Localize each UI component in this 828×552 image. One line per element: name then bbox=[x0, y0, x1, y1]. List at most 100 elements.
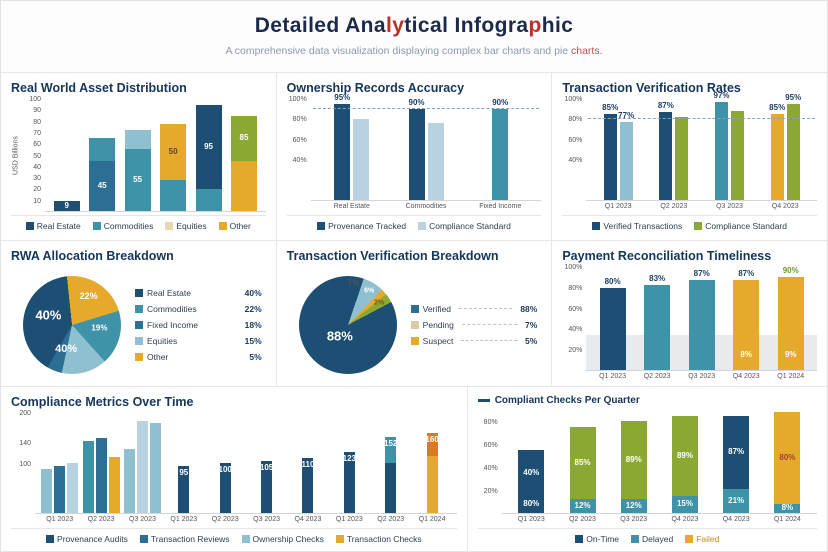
y-axis: 100% 80% 60% 40% bbox=[287, 96, 311, 201]
y-tick: 20 bbox=[33, 186, 41, 194]
legend-label: Provenance Tracked bbox=[328, 221, 407, 231]
legend-swatch bbox=[694, 222, 703, 230]
plot-area: 80% 83% 87% 8% 87% 9% 90% bbox=[586, 266, 818, 371]
bar-segment bbox=[603, 114, 617, 200]
bar: 9 bbox=[53, 200, 80, 211]
bar-wrap bbox=[82, 413, 94, 513]
bar: 12% 85% bbox=[569, 427, 596, 513]
legend-item: Equities bbox=[165, 221, 207, 231]
x-axis-label: Q2 2023 bbox=[569, 516, 596, 523]
bar bbox=[95, 438, 107, 513]
bar-wrap: 8% 80% bbox=[774, 410, 801, 513]
segment-label: 87% bbox=[728, 447, 745, 457]
legend-item: Provenance Audits bbox=[46, 534, 128, 544]
legend-value: 7% bbox=[525, 319, 538, 330]
bar-segment: 9 bbox=[53, 200, 80, 211]
asset-distribution-legend: Real Estate Commodities Equities Other bbox=[11, 215, 266, 236]
bar-wrap: 15% 89% bbox=[671, 410, 698, 513]
legend-swatch bbox=[135, 288, 143, 297]
bar-value-label: 95% bbox=[785, 93, 802, 103]
pie-slice-label: 7% bbox=[347, 278, 360, 288]
bar bbox=[123, 449, 135, 513]
y-tick: 20% bbox=[568, 347, 583, 355]
payment-timeliness-bar-chart: 100% 80% 60% 40% 20% 80% 83% 87% 8% 87% 9% 90% Q1 20… bbox=[562, 264, 818, 382]
bar-wrap: 85 bbox=[230, 99, 257, 211]
segment-label: 50 bbox=[168, 146, 178, 156]
y-tick: 80% bbox=[568, 116, 583, 124]
legend-swatch bbox=[135, 352, 143, 361]
legend-item: Pending 7% bbox=[410, 319, 538, 330]
bar-segment: 85 bbox=[230, 115, 257, 161]
bar-segment bbox=[644, 284, 671, 370]
bar-group: 80% bbox=[590, 267, 635, 370]
legend-swatch bbox=[410, 336, 419, 345]
bar-wrap: 95% bbox=[785, 93, 801, 200]
bar-segment bbox=[715, 102, 729, 200]
segment-label: 89% bbox=[625, 455, 642, 465]
pie bbox=[23, 275, 121, 374]
bar-group: 87% bbox=[679, 267, 724, 370]
y-tick: 80% bbox=[568, 284, 583, 292]
bar-group: 80% 40% bbox=[506, 410, 557, 513]
panel-real-world-asset-distribution: Real World Asset Distribution USD Billio… bbox=[1, 73, 277, 240]
bar-segment bbox=[770, 114, 784, 200]
x-axis-label: Q1 2023 bbox=[335, 516, 363, 523]
legend-label: Commodities bbox=[103, 221, 154, 231]
x-axis-label: Q4 2023 bbox=[771, 203, 799, 210]
chart-title-compliance-metrics: Compliance Metrics Over Time bbox=[11, 395, 194, 409]
legend-label: Equities bbox=[176, 221, 207, 231]
bar-wrap: 55 bbox=[124, 99, 151, 211]
x-axis-label: Q4 2023 bbox=[722, 516, 750, 523]
plot-area: 95% 90% 90% bbox=[310, 93, 542, 201]
bar-segment bbox=[82, 440, 94, 513]
bar-wrap: 80% bbox=[599, 267, 626, 370]
bar-value-label: 83% bbox=[649, 273, 666, 283]
bar-segment bbox=[195, 188, 222, 211]
legend-swatch bbox=[218, 222, 227, 230]
bar-wrap: 110 bbox=[301, 413, 314, 513]
legend-item: Failed bbox=[685, 534, 719, 544]
bar bbox=[599, 287, 626, 370]
bar bbox=[136, 420, 148, 513]
bar bbox=[302, 458, 314, 513]
legend-item: Fixed Income 18% bbox=[135, 320, 262, 330]
bar-segment bbox=[149, 423, 161, 513]
bar bbox=[334, 104, 351, 200]
pie-chart: 40% 22% 19% 40% bbox=[23, 275, 121, 374]
plot-column: 85% 77% 87% 97% 85% 95% Q1 2023 Q2 2023 Q3 2023 Q… bbox=[586, 91, 818, 212]
bar-segment bbox=[124, 130, 151, 150]
bar: 15% 89% bbox=[671, 415, 698, 513]
bar-segment bbox=[302, 458, 314, 513]
y-tick: 40% bbox=[568, 157, 583, 165]
verification-rates-bar-chart: 100% 80% 60% 40% 85% 77% 87% 97% 85% 95% Q1 2023 Q2… bbox=[562, 91, 818, 212]
bar-wrap: 9 bbox=[53, 99, 80, 211]
bar-segment: 40% bbox=[518, 450, 545, 496]
bar bbox=[343, 451, 355, 513]
legend-label: Delayed bbox=[642, 534, 674, 544]
bar-group: 85% 95% bbox=[757, 93, 813, 200]
bar-segment bbox=[95, 438, 107, 513]
x-axis-label: Commodities bbox=[405, 203, 447, 210]
y-tick: 60% bbox=[483, 441, 498, 449]
bar-group: 110 bbox=[287, 413, 328, 513]
segment-label: 40% bbox=[523, 467, 540, 477]
bar-group: 123 bbox=[329, 413, 370, 513]
plot-area: 80% 40% 12% 85% 12% 89% 15% 89% 21% 87% 8% 80% bbox=[501, 410, 817, 514]
bar bbox=[770, 114, 784, 200]
segment-label: 21% bbox=[728, 495, 745, 505]
bar-group: 105 bbox=[246, 413, 287, 513]
y-tick: 40% bbox=[568, 326, 583, 334]
bar-wrap: 160 bbox=[425, 413, 439, 513]
bar-segment bbox=[385, 437, 397, 463]
bar-segment bbox=[385, 463, 397, 513]
bar-wrap: 87% bbox=[688, 267, 715, 370]
bar-group: 12% 89% bbox=[608, 410, 659, 513]
bar bbox=[178, 465, 190, 513]
bar bbox=[41, 469, 53, 513]
legend-label: Ownership Checks bbox=[252, 534, 324, 544]
bar-wrap: 80% 40% bbox=[518, 410, 545, 513]
pie-slice-label: 19% bbox=[91, 323, 108, 333]
x-axis-label: Q3 2023 bbox=[688, 373, 716, 380]
segment-label: 8% bbox=[740, 349, 752, 359]
legend-item: Provenance Tracked bbox=[317, 221, 406, 231]
